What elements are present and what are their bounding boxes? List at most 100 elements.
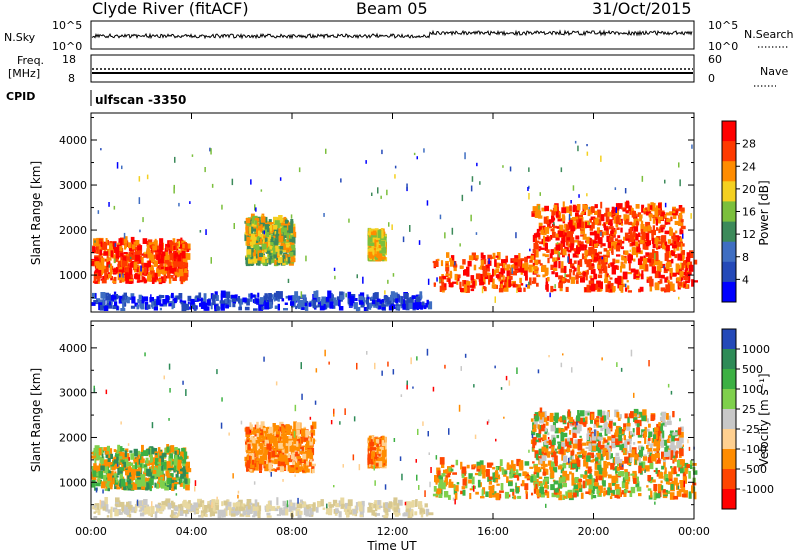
echo-cell: [565, 240, 569, 246]
echo-cell: [173, 261, 178, 268]
echo-cell: [173, 259, 176, 263]
echo-cell: [368, 228, 372, 236]
echo-cell: [532, 262, 535, 269]
echo-cell: [159, 470, 163, 475]
echo-cell: [551, 231, 556, 238]
echo-cell: [608, 285, 613, 293]
echo-cell: [639, 239, 644, 244]
echo-cell: [685, 264, 689, 271]
echo-cell: [231, 294, 236, 299]
echo-cell: [255, 246, 260, 254]
echo-cell: [674, 220, 680, 225]
echo-cell: [293, 440, 298, 445]
echo-cell: [547, 226, 552, 229]
echo-cell: [277, 434, 281, 442]
echo-cell: [133, 448, 138, 457]
echo-cell: [290, 219, 294, 227]
echo-cell: [514, 255, 519, 259]
echo-cell: [406, 298, 412, 305]
echo-cell: [486, 272, 490, 276]
echo-cell: [586, 144, 588, 147]
echo-cell: [168, 277, 172, 284]
echo-cell: [108, 462, 112, 465]
echo-cell: [397, 293, 400, 302]
echo-cell: [284, 254, 288, 259]
echo-cell: [546, 491, 550, 498]
echo-cell: [386, 300, 392, 305]
echo-cell: [297, 454, 300, 458]
echo-cell: [371, 298, 376, 305]
echo-cell: [636, 247, 641, 253]
echo-cell: [180, 301, 184, 305]
colorbar-tick-label: 16: [742, 206, 756, 219]
echo-cell: [480, 260, 484, 268]
echo-cell: [403, 293, 409, 300]
echo-cell: [573, 486, 579, 494]
echo-cell: [138, 176, 141, 182]
echo-cell: [279, 250, 283, 255]
echo-cell: [296, 427, 300, 436]
echo-cell: [154, 272, 158, 280]
echo-cell: [536, 228, 540, 234]
echo-cell: [159, 261, 163, 269]
echo-cell: [266, 429, 270, 437]
echo-cell: [135, 254, 140, 262]
echo-cell: [533, 207, 537, 210]
echo-cell: [324, 305, 328, 310]
echo-cell: [91, 302, 96, 306]
echo-cell: [275, 431, 281, 438]
echo-cell: [96, 482, 101, 487]
echo-cell: [256, 461, 259, 470]
echo-cell: [679, 213, 683, 219]
echo-cell: [264, 439, 269, 446]
echo-cell: [505, 255, 508, 263]
echo-cell: [378, 453, 381, 457]
echo-cell: [157, 271, 161, 277]
echo-cell: [267, 227, 270, 236]
echo-cell: [661, 235, 667, 243]
echo-cell: [528, 281, 530, 285]
echo-cell: [104, 488, 108, 491]
echo-cell: [288, 440, 293, 446]
echo-cell: [439, 214, 442, 220]
echo-cell: [306, 461, 310, 466]
echo-cell: [544, 267, 549, 275]
echo-cell: [648, 205, 653, 210]
echo-cell: [271, 258, 274, 264]
echo-cell: [572, 253, 578, 258]
echo-cell: [289, 238, 294, 246]
echo-cell: [125, 471, 128, 476]
echo-cell: [203, 293, 207, 299]
echo-cell: [185, 303, 189, 311]
echo-cell: [250, 435, 254, 441]
echo-cell: [512, 283, 518, 288]
echo-cell: [119, 273, 121, 278]
echo-cell: [106, 262, 110, 268]
echo-cell: [628, 205, 631, 212]
echo-cell: [470, 275, 475, 281]
echo-cell: [471, 252, 476, 260]
echo-cell: [145, 296, 149, 302]
echo-cell: [381, 450, 386, 458]
echo-cell: [283, 445, 289, 449]
echo-cell: [606, 250, 610, 253]
echo-cell: [377, 245, 381, 249]
echo-cell: [432, 260, 437, 264]
echo-cell: [122, 294, 125, 300]
echo-cell: [249, 424, 253, 429]
echo-cell: [680, 251, 685, 259]
echo-cell: [122, 300, 125, 308]
echo-cell: [253, 244, 258, 249]
echo-cell: [136, 457, 139, 465]
echo-cell: [649, 278, 654, 287]
echo-cell: [323, 213, 325, 217]
echo-cell: [96, 237, 101, 245]
echo-cell: [608, 226, 614, 230]
echo-cell: [445, 265, 450, 272]
echo-cell: [288, 247, 292, 251]
echo-cell: [141, 456, 144, 460]
colorbar-tick-label: 20: [742, 183, 756, 196]
echo-cell: [245, 218, 251, 224]
echo-cell: [600, 243, 603, 248]
echo-cell: [379, 440, 384, 443]
